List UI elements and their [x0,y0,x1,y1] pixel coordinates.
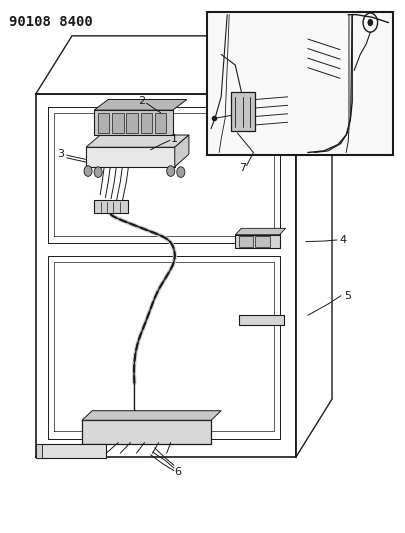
Polygon shape [94,200,128,214]
Polygon shape [36,444,42,458]
Text: 4: 4 [339,235,346,245]
Polygon shape [140,113,151,133]
Text: 5: 5 [343,290,350,301]
Circle shape [176,167,184,177]
Text: 7: 7 [239,163,245,173]
Circle shape [94,167,102,177]
Polygon shape [239,316,283,325]
Polygon shape [82,420,211,444]
Circle shape [84,166,92,176]
Polygon shape [86,135,188,147]
FancyBboxPatch shape [207,12,392,155]
Circle shape [367,19,372,26]
Circle shape [166,166,174,176]
Polygon shape [239,236,253,247]
Polygon shape [112,113,123,133]
Text: 90108 8400: 90108 8400 [9,14,93,29]
Polygon shape [94,100,186,110]
Polygon shape [174,135,188,167]
FancyBboxPatch shape [231,92,255,131]
Polygon shape [255,236,269,247]
Polygon shape [86,147,174,167]
Polygon shape [234,235,279,248]
Text: 2: 2 [138,96,145,106]
Polygon shape [154,113,166,133]
Text: 1: 1 [171,134,178,144]
Polygon shape [82,411,221,420]
Polygon shape [98,113,109,133]
Polygon shape [36,444,106,458]
Polygon shape [94,110,173,135]
Text: 3: 3 [58,149,64,159]
Polygon shape [234,228,285,235]
Text: 6: 6 [174,467,181,477]
Polygon shape [126,113,137,133]
